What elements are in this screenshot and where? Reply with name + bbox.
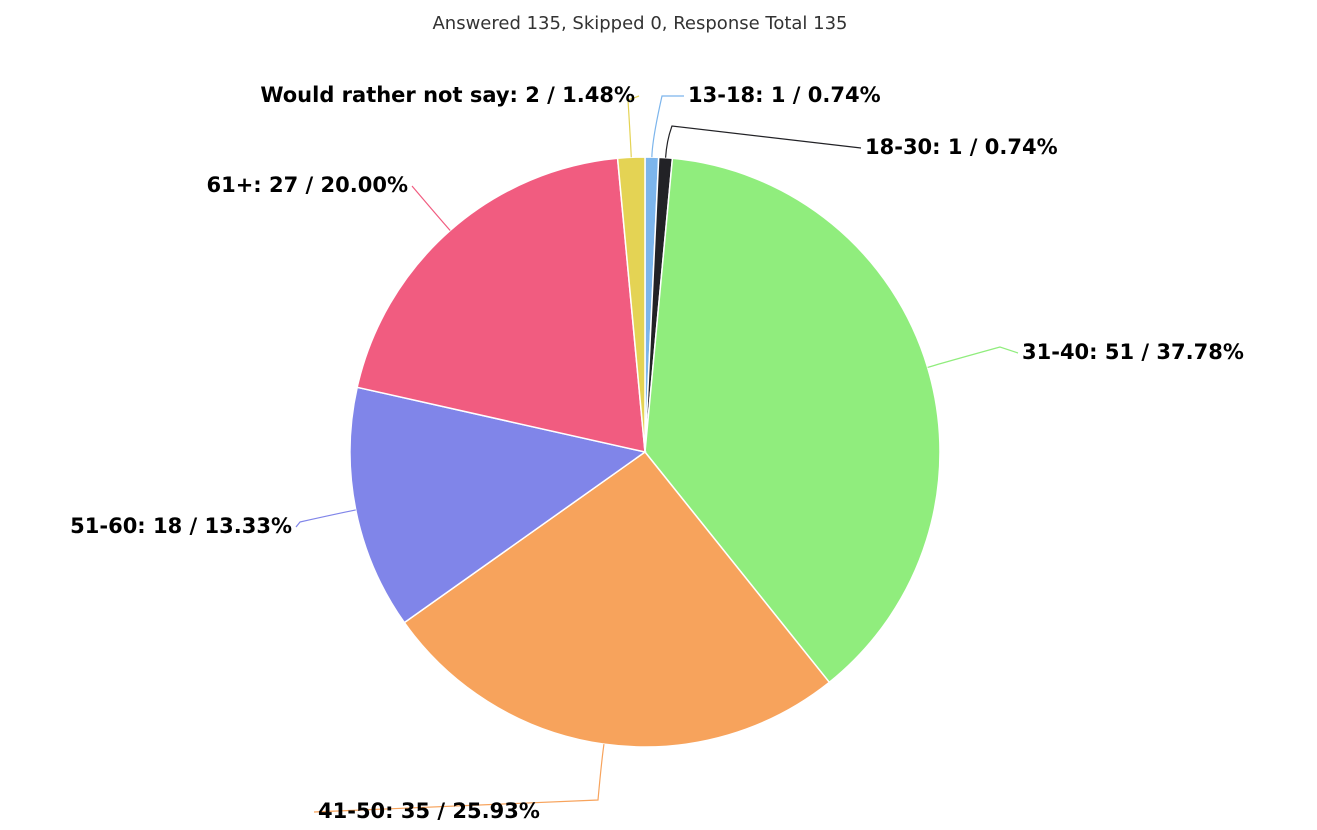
connector <box>664 125 862 158</box>
connector <box>927 346 1019 368</box>
pie-slice <box>644 157 941 684</box>
connector <box>651 95 684 158</box>
connector <box>627 95 640 158</box>
connector <box>411 185 451 231</box>
data-label: 61+: 27 / 20.00% <box>206 173 408 197</box>
data-label: 31-40: 51 / 37.78% <box>1022 340 1244 364</box>
data-label: 51-60: 18 / 13.33% <box>70 514 292 538</box>
chart-title: Answered 135, Skipped 0, Response Total … <box>432 13 847 34</box>
pie-slice <box>403 450 831 748</box>
data-label: 18-30: 1 / 0.74% <box>865 135 1058 159</box>
data-label: 41-50: 35 / 25.93% <box>318 799 540 823</box>
pie-slice <box>356 157 646 453</box>
connector <box>313 744 605 813</box>
connector <box>295 509 356 528</box>
pie-slice <box>349 386 647 624</box>
data-label: Would rather not say: 2 / 1.48% <box>260 83 635 107</box>
data-label: 13-18: 1 / 0.74% <box>688 83 881 107</box>
